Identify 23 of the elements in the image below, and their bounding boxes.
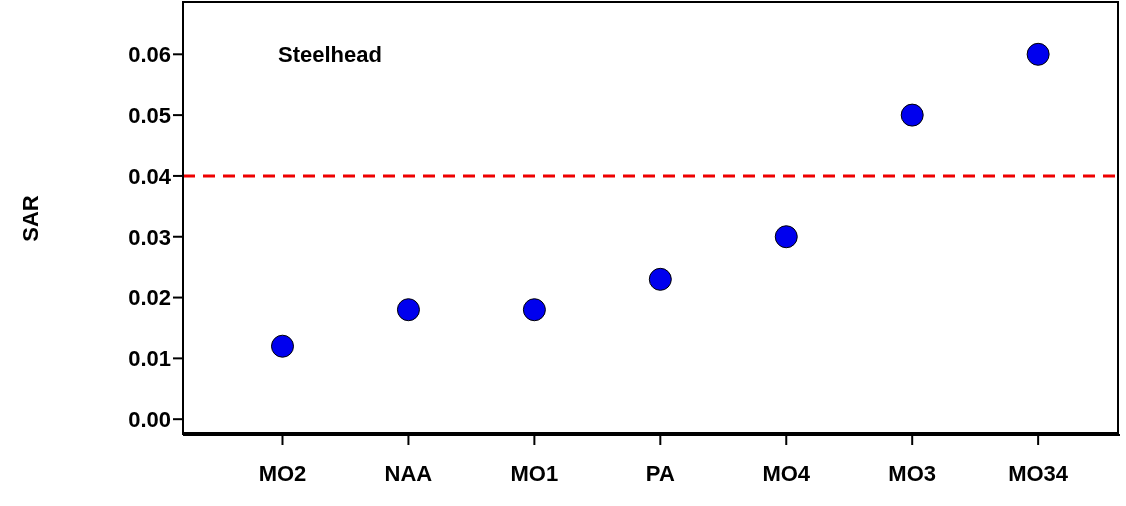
annotation: Steelhead — [278, 42, 382, 68]
point — [900, 103, 924, 127]
x-tick-label: MO2 — [258, 460, 307, 486]
y-tick-label: 0.06 — [128, 42, 171, 68]
x-tick-label: MO34 — [1008, 460, 1069, 486]
y-tick-label: 0.03 — [128, 224, 171, 250]
point — [270, 334, 294, 358]
y-tick-label: 0.05 — [128, 102, 171, 128]
x-tick-label: NAA — [384, 460, 433, 486]
x-tick-label: PA — [645, 460, 675, 486]
y-tick-label: 0.02 — [128, 285, 171, 311]
point — [396, 298, 420, 322]
y-tick-label: 0.04 — [128, 163, 172, 189]
point — [648, 267, 672, 291]
point — [1026, 42, 1050, 66]
y-tick-label: 0.01 — [128, 346, 171, 372]
x-tick-label: MO3 — [888, 460, 937, 486]
x-tick-label: MO4 — [762, 460, 811, 486]
point — [522, 298, 546, 322]
x-tick-label: MO1 — [510, 460, 559, 486]
point — [774, 225, 798, 249]
y-tick-label: 0.00 — [128, 407, 171, 432]
y-axis-title: SAR — [17, 195, 43, 242]
